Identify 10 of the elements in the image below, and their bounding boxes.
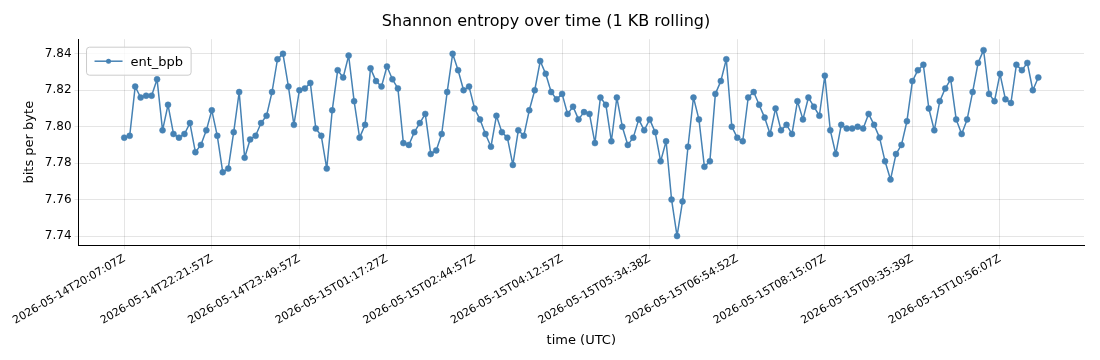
y-tick-label: 7.84 [44,45,72,60]
y-tick-label: 7.74 [44,228,72,243]
y-axis-title: bits per byte [21,100,37,184]
legend-label: ent_bpb [130,53,184,69]
y-tick-label: 7.78 [44,155,72,170]
chart-title: Shannon entropy over time (1 KB rolling) [381,10,711,30]
y-tick-label: 7.80 [44,118,72,133]
y-tick-label: 7.76 [44,191,72,206]
y-tick-label: 7.82 [44,82,72,97]
x-axis-title: time (UTC) [546,331,616,347]
